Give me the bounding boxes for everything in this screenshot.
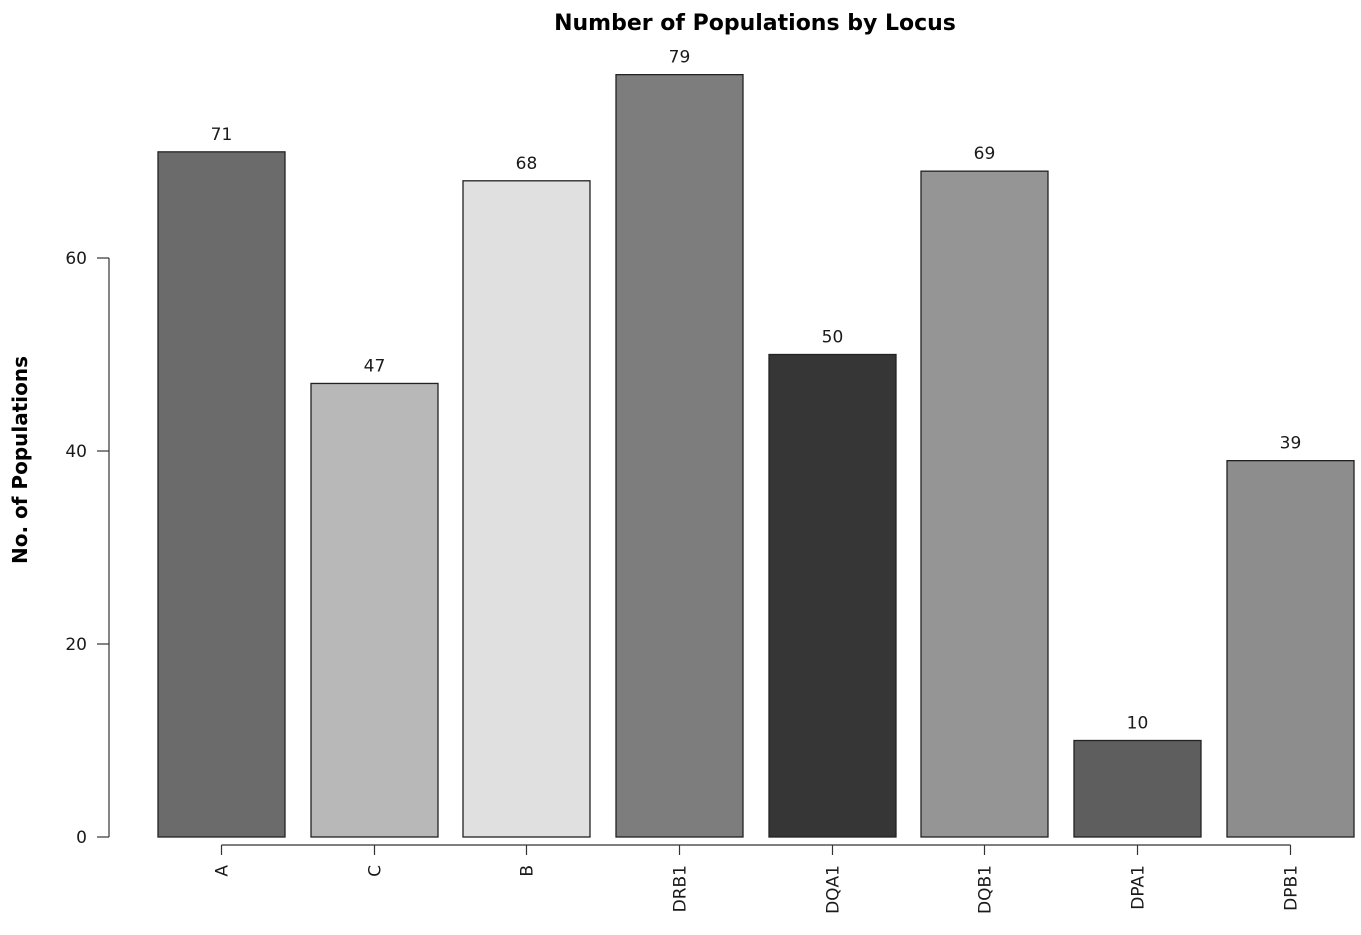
x-tick-label-dqa1: DQA1 bbox=[824, 865, 844, 914]
y-tick-label: 20 bbox=[65, 635, 87, 655]
value-label-b: 68 bbox=[516, 154, 538, 174]
x-tick-label-drb1: DRB1 bbox=[671, 865, 691, 912]
value-label-dpb1: 39 bbox=[1280, 434, 1302, 454]
y-axis-label: No. of Populations bbox=[8, 356, 32, 564]
bar-dqb1 bbox=[920, 170, 1049, 838]
x-tick-label-dpb1: DPB1 bbox=[1282, 865, 1302, 911]
bars-group bbox=[157, 74, 1355, 838]
x-tick-label-b: B bbox=[518, 865, 538, 877]
y-tick-label: 60 bbox=[65, 249, 87, 269]
y-axis: 0 20 40 60 bbox=[65, 249, 110, 848]
bar-dqa1 bbox=[768, 353, 897, 838]
x-tick-label-dqb1: DQB1 bbox=[976, 865, 996, 914]
y-tick-label: 0 bbox=[76, 828, 87, 848]
value-label-drb1: 79 bbox=[669, 48, 691, 68]
bar-drb1 bbox=[615, 74, 744, 838]
bar-b bbox=[462, 180, 591, 838]
bar-c bbox=[310, 382, 439, 838]
value-label-dqb1: 69 bbox=[974, 144, 996, 164]
x-axis: A C B DRB1 DQA1 DQB1 DPA1 DPB1 bbox=[213, 844, 1302, 914]
value-label-a: 71 bbox=[211, 125, 233, 145]
bar-a bbox=[157, 151, 286, 838]
chart-title: Number of Populations by Locus bbox=[554, 11, 956, 36]
value-label-c: 47 bbox=[364, 356, 386, 376]
x-tick-label-c: C bbox=[366, 865, 386, 877]
x-tick-label-dpa1: DPA1 bbox=[1129, 865, 1149, 910]
bar-dpa1 bbox=[1073, 739, 1202, 838]
x-tick-label-a: A bbox=[213, 865, 233, 877]
value-label-dqa1: 50 bbox=[822, 328, 844, 348]
y-tick-label: 40 bbox=[65, 442, 87, 462]
value-label-dpa1: 10 bbox=[1127, 714, 1149, 734]
bar-dpb1 bbox=[1226, 459, 1355, 838]
value-labels-group: 71 47 68 79 50 69 10 39 bbox=[211, 48, 1302, 734]
